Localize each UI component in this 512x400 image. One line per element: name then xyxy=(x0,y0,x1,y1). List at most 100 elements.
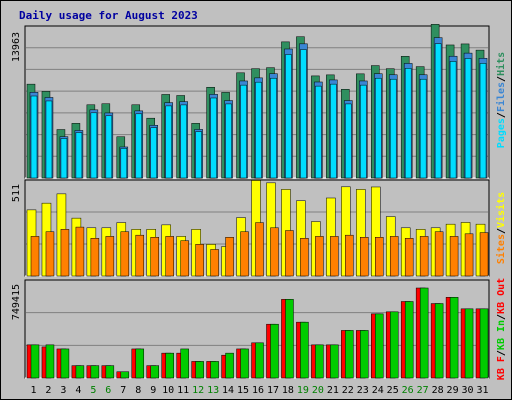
legend-separator: / xyxy=(496,112,507,118)
bar-pages-day-1 xyxy=(30,95,38,179)
bar-kbin-day-6 xyxy=(105,365,115,379)
bar-sites-day-26 xyxy=(404,238,414,277)
panel-1-legend: Pages/Files/Hits xyxy=(495,52,507,148)
xtick-day-4: 4 xyxy=(75,385,81,396)
xtick-day-15: 15 xyxy=(237,385,249,396)
bar-pages-day-30 xyxy=(464,58,472,179)
xtick-day-19: 19 xyxy=(297,385,309,396)
bar-sites-day-6 xyxy=(105,236,115,277)
bar-kbin-day-8 xyxy=(135,348,145,379)
bar-kbin-day-16 xyxy=(255,342,264,379)
bar-kbin-day-7 xyxy=(120,371,130,379)
bar-pages-day-18 xyxy=(285,54,292,179)
bar-pages-day-11 xyxy=(180,104,187,179)
bar-sites-day-1 xyxy=(30,236,40,277)
xtick-day-24: 24 xyxy=(372,385,384,396)
panel-3-legend: KB F/KB In/KB Out xyxy=(496,278,507,380)
bar-pages-day-4 xyxy=(75,132,83,179)
bar-sites-day-17 xyxy=(270,227,279,277)
bar-kbin-day-4 xyxy=(75,365,85,379)
legend-entry-sites: Sites xyxy=(495,234,507,264)
bar-kbin-day-25 xyxy=(389,311,399,379)
panel-2-ytick-label: 511 xyxy=(11,184,22,202)
bar-kbin-day-28 xyxy=(434,303,444,379)
bar-pages-day-29 xyxy=(449,61,457,179)
legend-entry-kb-out: KB Out xyxy=(496,278,507,314)
bar-sites-day-11 xyxy=(180,240,189,277)
xtick-day-31: 31 xyxy=(476,385,488,396)
bar-sites-day-18 xyxy=(285,230,294,277)
bar-pages-day-17 xyxy=(270,77,277,179)
bar-sites-day-21 xyxy=(330,236,339,277)
bar-sites-day-27 xyxy=(419,236,429,277)
bar-pages-day-13 xyxy=(210,97,217,179)
bar-sites-day-10 xyxy=(165,236,174,277)
xtick-day-3: 3 xyxy=(60,385,66,396)
legend-separator: / xyxy=(496,228,507,234)
legend-entry-hits: Hits xyxy=(495,52,507,76)
bar-kbin-day-24 xyxy=(375,313,384,379)
bar-kbin-day-2 xyxy=(45,344,55,379)
bar-pages-day-7 xyxy=(120,148,128,179)
bar-kbin-day-20 xyxy=(315,344,324,379)
bar-pages-day-19 xyxy=(300,49,307,179)
bar-kbin-day-19 xyxy=(300,321,309,379)
bar-kbin-day-13 xyxy=(210,361,219,379)
bar-pages-day-21 xyxy=(330,83,337,179)
bar-kbin-day-30 xyxy=(464,308,474,379)
bar-kbin-day-23 xyxy=(360,330,369,379)
bar-sites-day-5 xyxy=(90,238,100,277)
bar-kbin-day-26 xyxy=(404,301,414,379)
bar-kbin-day-5 xyxy=(90,365,100,379)
bar-pages-day-9 xyxy=(150,127,157,179)
bar-kbin-day-1 xyxy=(30,344,40,379)
bar-pages-day-10 xyxy=(165,105,172,179)
bar-sites-day-28 xyxy=(434,231,444,277)
xtick-day-26: 26 xyxy=(402,385,414,396)
bar-sites-day-7 xyxy=(120,231,130,277)
bar-kbin-day-17 xyxy=(270,323,279,379)
bar-sites-day-16 xyxy=(255,222,264,277)
xtick-day-28: 28 xyxy=(432,385,444,396)
bar-pages-day-24 xyxy=(375,77,382,179)
xtick-day-5: 5 xyxy=(90,385,96,396)
bar-pages-day-28 xyxy=(434,43,442,179)
bar-kbin-day-3 xyxy=(60,348,70,379)
bar-sites-day-9 xyxy=(150,237,159,277)
xtick-day-23: 23 xyxy=(357,385,369,396)
panel-3-ytick-label: 749415 xyxy=(11,284,22,320)
legend-separator: / xyxy=(496,76,507,82)
xtick-day-10: 10 xyxy=(162,385,174,396)
bar-sites-day-22 xyxy=(345,234,354,277)
chart-title: Daily usage for August 2023 xyxy=(19,9,198,22)
bar-sites-day-15 xyxy=(240,231,249,277)
xtick-day-27: 27 xyxy=(417,385,429,396)
bar-kbin-day-15 xyxy=(240,348,249,379)
xtick-day-14: 14 xyxy=(222,385,234,396)
bar-sites-day-19 xyxy=(300,238,309,277)
bar-kbin-day-27 xyxy=(419,287,429,379)
bar-kbin-day-22 xyxy=(345,330,354,379)
xtick-day-21: 21 xyxy=(327,385,339,396)
xtick-day-12: 12 xyxy=(192,385,204,396)
bar-pages-day-15 xyxy=(240,84,247,179)
xtick-day-20: 20 xyxy=(312,385,324,396)
panel-2-legend: Sites/Visits xyxy=(495,192,507,264)
bar-sites-day-4 xyxy=(75,226,85,277)
bar-kbin-day-29 xyxy=(449,297,459,379)
bar-kbin-day-21 xyxy=(330,344,339,379)
xtick-day-22: 22 xyxy=(342,385,354,396)
bar-pages-day-25 xyxy=(389,78,397,179)
xtick-day-9: 9 xyxy=(150,385,156,396)
bar-pages-day-26 xyxy=(404,68,412,179)
bar-pages-day-31 xyxy=(479,63,487,179)
bar-pages-day-22 xyxy=(345,103,352,179)
bar-kbin-day-14 xyxy=(225,352,234,379)
bar-sites-day-29 xyxy=(449,236,459,277)
bar-pages-day-8 xyxy=(135,113,143,179)
bar-sites-day-20 xyxy=(315,236,324,277)
bar-kbin-day-10 xyxy=(165,352,174,379)
xtick-day-1: 1 xyxy=(30,385,36,396)
bar-kbin-day-12 xyxy=(195,361,204,379)
legend-entry-visits: Visits xyxy=(495,192,507,228)
